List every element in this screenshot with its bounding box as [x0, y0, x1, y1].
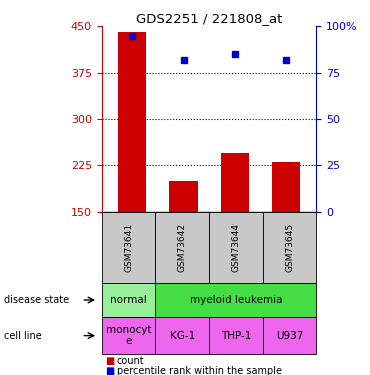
Text: monocyt
e: monocyt e — [106, 325, 151, 346]
Text: THP-1: THP-1 — [221, 331, 251, 340]
Text: myeloid leukemia: myeloid leukemia — [189, 295, 282, 305]
Text: U937: U937 — [276, 331, 303, 340]
Text: GSM73642: GSM73642 — [178, 223, 187, 272]
Text: disease state: disease state — [4, 295, 69, 305]
Text: GSM73644: GSM73644 — [231, 223, 240, 272]
Text: normal: normal — [110, 295, 147, 305]
Bar — [118, 33, 147, 305]
Text: cell line: cell line — [4, 331, 41, 340]
Text: ■: ■ — [105, 366, 115, 375]
Bar — [169, 181, 198, 304]
Text: count: count — [117, 356, 144, 366]
Bar — [272, 162, 300, 304]
Text: GSM73641: GSM73641 — [124, 223, 133, 272]
Title: GDS2251 / 221808_at: GDS2251 / 221808_at — [136, 12, 282, 25]
Text: GSM73645: GSM73645 — [285, 223, 294, 272]
Text: KG-1: KG-1 — [169, 331, 195, 340]
Text: ■: ■ — [105, 356, 115, 366]
Text: percentile rank within the sample: percentile rank within the sample — [117, 366, 282, 375]
Bar — [221, 153, 249, 304]
